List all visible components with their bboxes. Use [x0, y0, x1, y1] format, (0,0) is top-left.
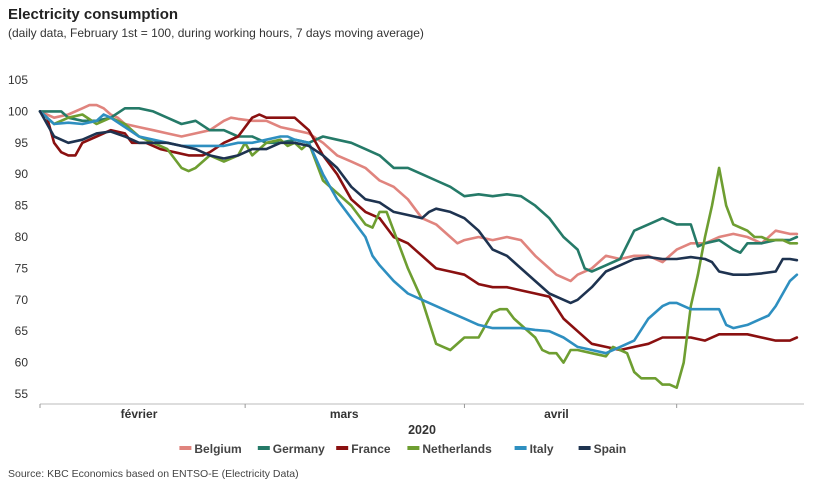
- series-line-netherlands: [38, 110, 799, 389]
- y-tick-label: 60: [15, 356, 29, 370]
- series-line-italy: [38, 110, 799, 355]
- legend-label: France: [351, 442, 391, 456]
- series-line-germany: [38, 107, 799, 273]
- legend-label: Spain: [594, 442, 627, 456]
- legend-swatch: [336, 446, 349, 450]
- x-month-label: mars: [330, 407, 359, 421]
- y-tick-label: 55: [15, 387, 29, 401]
- y-tick-label: 105: [8, 73, 28, 87]
- legend-swatch: [578, 446, 591, 450]
- legend: Belgium Germany France Netherlands Italy Spai…: [179, 442, 626, 456]
- series-line-belgium: [38, 103, 799, 283]
- series-line-france: [38, 110, 799, 352]
- chart-subtitle: (daily data, February 1st = 100, during …: [8, 26, 424, 40]
- source-note: Source: KBC Economics based on ENTSO-E (…: [8, 468, 299, 480]
- legend-label: Belgium: [194, 442, 241, 456]
- legend-label: Germany: [273, 442, 325, 456]
- legend-swatch: [407, 446, 420, 450]
- y-tick-label: 80: [15, 230, 29, 244]
- y-tick-label: 90: [15, 167, 29, 181]
- x-year-label: 2020: [408, 423, 436, 437]
- x-axis: février mars avril 2020: [39, 403, 804, 437]
- x-month-label: février: [121, 407, 158, 421]
- legend-label: Italy: [530, 442, 554, 456]
- y-tick-label: 95: [15, 136, 29, 150]
- legend-swatch: [179, 446, 192, 450]
- y-tick-label: 65: [15, 324, 29, 338]
- legend-swatch: [257, 446, 270, 450]
- y-tick-label: 70: [15, 293, 29, 307]
- y-axis-labels: 55 60 65 70 75 80 85 90 95 100 105: [8, 73, 28, 401]
- legend-label: Netherlands: [422, 442, 492, 456]
- y-tick-label: 75: [15, 261, 29, 275]
- series-lines: [38, 103, 799, 389]
- y-tick-label: 100: [8, 104, 28, 118]
- x-month-label: avril: [544, 407, 569, 421]
- y-tick-label: 85: [15, 199, 29, 213]
- legend-swatch: [514, 446, 527, 450]
- series-line-spain: [38, 110, 799, 305]
- chart-title: Electricity consumption: [8, 6, 179, 23]
